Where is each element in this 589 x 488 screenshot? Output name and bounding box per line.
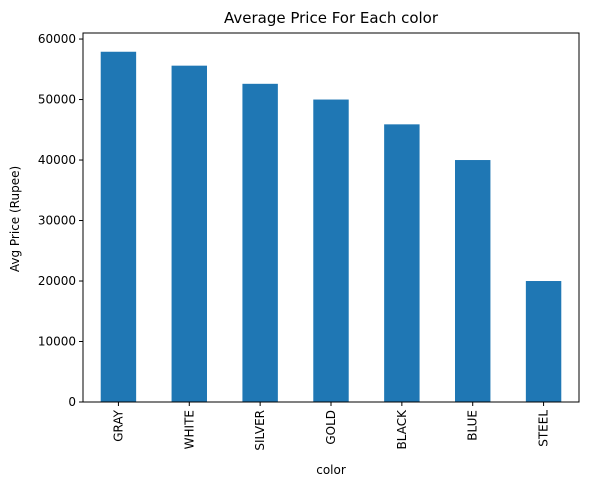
plot-frame xyxy=(82,32,580,403)
bar-steel xyxy=(525,281,562,402)
y-tick-label-60000: 60000 xyxy=(38,32,76,46)
y-tick-label-20000: 20000 xyxy=(38,274,76,288)
plot-area: GRAY WHITE SILVER GOLD BLACK BLUE STEEL 0 10000 2… xyxy=(38,32,580,451)
x-axis-label: color xyxy=(316,463,346,477)
chart-title: Average Price For Each color xyxy=(224,9,439,27)
y-tick-label-10000: 10000 xyxy=(38,335,76,349)
y-tick-label-50000: 50000 xyxy=(38,93,76,107)
x-tick-label-gray: GRAY xyxy=(111,409,125,441)
y-axis-label: Avg Price (Rupee) xyxy=(8,166,22,272)
bar-black xyxy=(384,124,420,402)
bar-gray xyxy=(100,51,137,402)
x-tick-label-steel: STEEL xyxy=(537,410,551,447)
x-tick-label-blue: BLUE xyxy=(466,410,480,441)
x-tick-label-silver: SILVER xyxy=(253,410,267,451)
bar-gold xyxy=(313,99,349,402)
x-tick-label-white: WHITE xyxy=(182,410,196,449)
y-tick-label-0: 0 xyxy=(68,395,76,409)
x-tick-label-gold: GOLD xyxy=(324,410,338,445)
x-tick-label-black: BLACK xyxy=(395,409,409,450)
bar-white xyxy=(171,65,207,402)
y-tick-label-40000: 40000 xyxy=(38,153,76,167)
bar-blue xyxy=(455,160,491,402)
bar-silver xyxy=(242,83,278,403)
y-tick-label-30000: 30000 xyxy=(38,214,76,228)
